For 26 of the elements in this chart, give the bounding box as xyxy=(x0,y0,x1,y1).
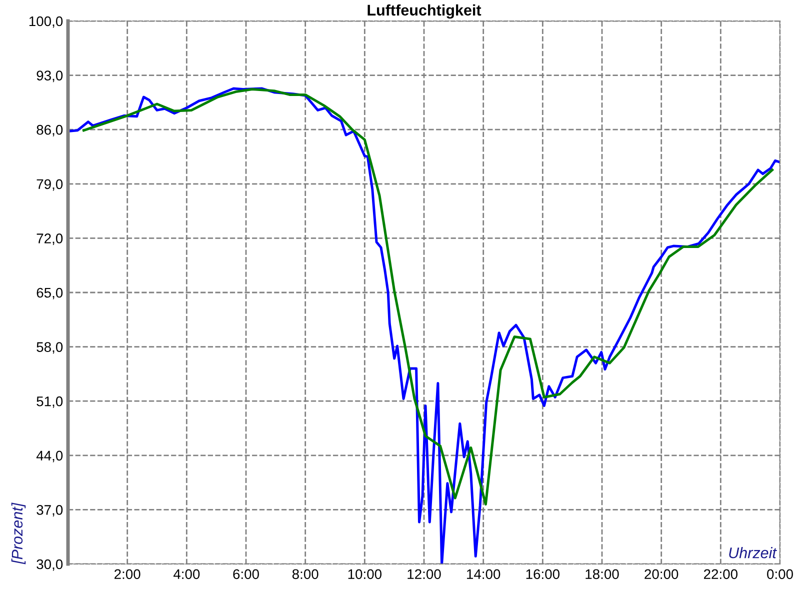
x-tick-label: 0:00 xyxy=(767,569,793,580)
y-tick-label: 58,0 xyxy=(36,342,63,354)
x-tick-label: 12:00 xyxy=(408,569,441,580)
y-tick-label: 51,0 xyxy=(36,396,63,408)
y-tick-label: 79,0 xyxy=(36,179,63,191)
x-tick-label: 18:00 xyxy=(586,569,619,580)
y-tick-label: 72,0 xyxy=(36,234,63,246)
x-tick-label: 2:00 xyxy=(114,569,140,580)
y-tick-label: 30,0 xyxy=(36,559,63,571)
y-tick-label: 65,0 xyxy=(36,288,63,300)
x-tick-label: 8:00 xyxy=(292,569,318,580)
x-tick-label: 14:00 xyxy=(467,569,500,580)
x-tick-label: 6:00 xyxy=(233,569,259,580)
x-tick-label: 16:00 xyxy=(526,569,560,580)
y-axis-title: [Prozent] xyxy=(11,502,26,564)
x-tick-label: 20:00 xyxy=(644,569,678,580)
y-tick-label: 37,0 xyxy=(36,505,63,517)
x-tick-label: 10:00 xyxy=(348,569,382,580)
y-tick-label: 93,0 xyxy=(36,70,63,82)
x-tick-label: 22:00 xyxy=(704,569,738,580)
y-tick-label: 44,0 xyxy=(36,450,63,462)
y-tick-label: 86,0 xyxy=(36,124,63,136)
chart-title: Luftfeuchtigkeit xyxy=(368,4,482,19)
x-axis-title: Uhrzeit xyxy=(729,547,777,558)
y-tick-label: 100,0 xyxy=(29,16,63,28)
x-tick-label: 4:00 xyxy=(173,569,200,580)
